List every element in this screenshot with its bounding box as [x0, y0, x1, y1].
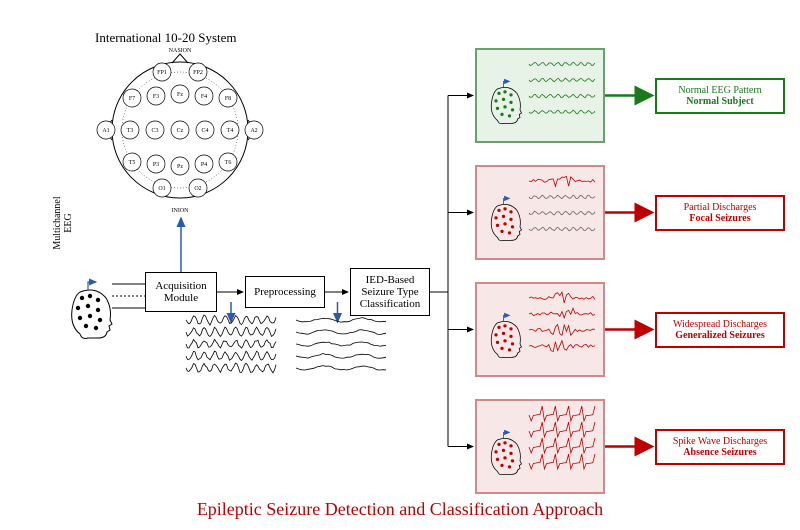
- svg-text:FP1: FP1: [157, 70, 167, 76]
- svg-text:F8: F8: [225, 96, 231, 102]
- output-label-line1: Normal EEG Pattern: [678, 85, 761, 96]
- svg-text:A1: A1: [102, 128, 109, 134]
- svg-text:O2: O2: [194, 186, 201, 192]
- output-box-3: [475, 399, 605, 494]
- input-label: Multichannel EEG: [52, 188, 74, 258]
- svg-text:Fz: Fz: [177, 92, 183, 98]
- diagram-canvas: International 10-20 System Multichannel …: [0, 0, 800, 530]
- output-box-2: [475, 282, 605, 377]
- svg-text:T6: T6: [225, 160, 232, 166]
- system-label: International 10-20 System: [95, 30, 237, 46]
- svg-text:F4: F4: [201, 94, 207, 100]
- output-label-line2: Normal Subject: [686, 96, 754, 107]
- svg-text:P3: P3: [153, 162, 159, 168]
- output-label-line1: Spike Wave Discharges: [673, 436, 767, 447]
- main-title: Epileptic Seizure Detection and Classifi…: [0, 499, 800, 520]
- svg-text:FP2: FP2: [193, 70, 203, 76]
- output-label-2: Widespread DischargesGeneralized Seizure…: [655, 312, 785, 348]
- svg-text:A2: A2: [250, 128, 257, 134]
- output-label-line1: Widespread Discharges: [673, 319, 767, 330]
- svg-text:F3: F3: [153, 94, 159, 100]
- svg-text:T3: T3: [127, 128, 134, 134]
- svg-text:C4: C4: [201, 128, 208, 134]
- pipeline-prep: Preprocessing: [245, 276, 325, 308]
- output-label-line2: Absence Seizures: [683, 447, 756, 458]
- output-label-line2: Focal Seizures: [689, 213, 750, 224]
- svg-text:NASION: NASION: [169, 48, 192, 54]
- svg-text:Cz: Cz: [177, 128, 184, 134]
- svg-text:INION: INION: [172, 208, 190, 214]
- svg-text:C3: C3: [151, 128, 158, 134]
- output-label-3: Spike Wave DischargesAbsence Seizures: [655, 429, 785, 465]
- svg-text:T4: T4: [227, 128, 234, 134]
- svg-text:Pz: Pz: [177, 164, 183, 170]
- output-label-0: Normal EEG PatternNormal Subject: [655, 78, 785, 114]
- output-label-line2: Generalized Seizures: [675, 330, 765, 341]
- pipeline-class: IED-Based Seizure Type Classification: [350, 268, 430, 316]
- svg-text:T5: T5: [129, 160, 136, 166]
- output-box-0: [475, 48, 605, 143]
- output-box-1: [475, 165, 605, 260]
- svg-text:F7: F7: [129, 96, 135, 102]
- output-label-1: Partial DischargesFocal Seizures: [655, 195, 785, 231]
- output-label-line1: Partial Discharges: [684, 202, 757, 213]
- svg-text:P4: P4: [201, 162, 207, 168]
- svg-text:O1: O1: [158, 186, 165, 192]
- pipeline-acq: Acquisition Module: [145, 272, 217, 312]
